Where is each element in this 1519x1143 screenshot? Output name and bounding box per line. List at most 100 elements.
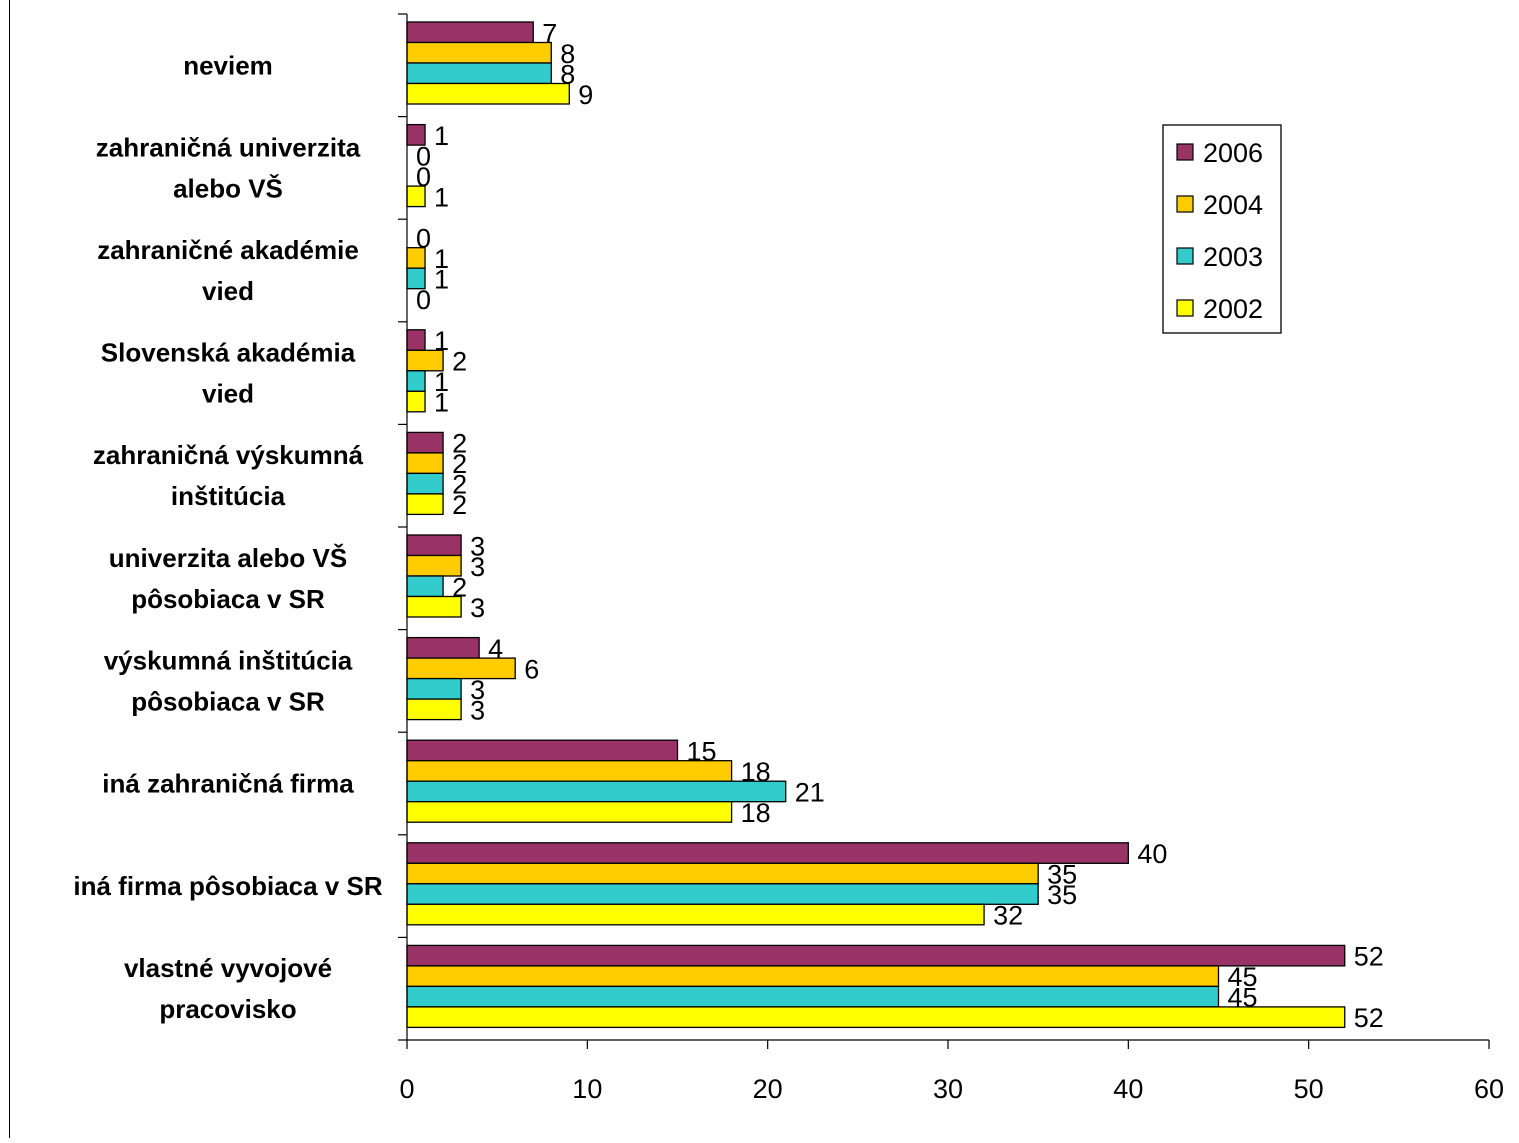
category-label: Slovenská akadémia <box>101 338 356 368</box>
category-label: univerzita alebo VŠ <box>109 543 347 573</box>
data-label: 7 <box>542 18 557 48</box>
data-label: 3 <box>470 675 485 705</box>
data-label: 18 <box>741 798 771 828</box>
category-label: výskumná inštitúcia <box>104 645 353 675</box>
data-label: 21 <box>795 777 825 807</box>
bar-2003 <box>406 883 1039 905</box>
x-tick-label: 50 <box>1294 1074 1324 1104</box>
data-label: 3 <box>470 593 485 623</box>
legend-swatch-2004 <box>1176 195 1194 213</box>
category-label: pôsobiaca v SR <box>131 686 325 716</box>
data-label: 2 <box>452 429 467 459</box>
legend-swatch-2002 <box>1176 299 1194 317</box>
legend-swatch-2006 <box>1176 143 1194 161</box>
bar-2002 <box>406 1006 1346 1029</box>
category-label: neviem <box>183 50 273 80</box>
category-label: iná zahraničná firma <box>102 769 354 799</box>
bar-2002 <box>406 903 985 926</box>
data-label: 18 <box>741 757 771 787</box>
bar-2002 <box>406 698 462 721</box>
data-label: 2 <box>452 347 467 377</box>
category-label: vied <box>202 276 254 306</box>
bar-2002 <box>406 801 733 823</box>
category-label: vied <box>202 379 254 409</box>
bar-2004 <box>406 862 1039 885</box>
category-label: pracovisko <box>159 994 296 1024</box>
x-tick-label: 60 <box>1474 1074 1504 1104</box>
data-label: 35 <box>1047 860 1077 890</box>
legend-label-2003: 2003 <box>1203 242 1263 272</box>
legend-label-2004: 2004 <box>1203 190 1263 220</box>
data-label: 0 <box>416 141 431 171</box>
data-label: 1 <box>434 326 449 356</box>
data-label: 1 <box>434 244 449 274</box>
category-labels: neviem zahraničná univerzita alebo VŠ zahra… <box>73 50 382 1024</box>
x-tick-label: 40 <box>1113 1074 1143 1104</box>
page-left-border <box>9 0 10 1138</box>
bar-2003 <box>406 575 444 598</box>
data-label: 2 <box>452 572 467 602</box>
data-label: 3 <box>470 552 485 582</box>
bar-2004 <box>406 965 1220 988</box>
bar-2006 <box>406 944 1346 967</box>
legend-label-2002: 2002 <box>1203 294 1263 324</box>
bar-2004 <box>406 760 733 782</box>
data-label: 45 <box>1228 962 1258 992</box>
data-label: 0 <box>416 223 431 253</box>
bar-2006 <box>406 21 534 44</box>
bar-2003 <box>406 472 444 495</box>
legend: 2006 2004 2003 2002 <box>1162 124 1282 334</box>
data-label: 6 <box>524 654 539 684</box>
data-label: 1 <box>434 182 449 212</box>
bar-2006 <box>406 431 444 454</box>
category-label: vlastné vyvojové <box>124 953 332 983</box>
bar-2006 <box>406 534 462 557</box>
data-label: 52 <box>1354 1003 1384 1033</box>
bar-2004 <box>406 452 444 475</box>
bar-2003 <box>406 677 462 700</box>
data-label: 3 <box>470 695 485 725</box>
bar-2002 <box>406 390 426 413</box>
bar-2004 <box>406 41 552 64</box>
data-label: 8 <box>560 59 575 89</box>
data-label: 2 <box>452 490 467 520</box>
data-label: 8 <box>560 39 575 69</box>
data-label: 32 <box>993 901 1023 931</box>
x-tick-label: 20 <box>753 1074 783 1104</box>
legend-label-2006: 2006 <box>1203 138 1263 168</box>
bar-2003 <box>406 62 552 85</box>
data-label: 2 <box>452 449 467 479</box>
data-label: 1 <box>434 388 449 418</box>
bar-2002 <box>406 82 570 105</box>
bar-2006 <box>406 329 426 351</box>
category-label: zahraničné akadémie <box>97 235 359 265</box>
bar-2006 <box>406 739 679 762</box>
x-tick-label: 30 <box>933 1074 963 1104</box>
category-label: pôsobiaca v SR <box>131 584 325 614</box>
bar-2003 <box>406 985 1220 1008</box>
bar-2006 <box>406 842 1129 864</box>
data-label: 45 <box>1228 983 1258 1013</box>
x-tick-label: 10 <box>572 1074 602 1104</box>
bar-2006 <box>406 636 480 659</box>
bar-2002 <box>406 493 444 516</box>
data-label: 4 <box>488 634 503 664</box>
bar-2003 <box>406 370 426 392</box>
data-label: 1 <box>434 121 449 151</box>
data-label: 1 <box>434 264 449 294</box>
data-label: 0 <box>416 285 431 315</box>
category-label: inštitúcia <box>171 481 286 511</box>
category-label: alebo VŠ <box>173 173 283 203</box>
data-label: 1 <box>434 367 449 397</box>
data-label: 40 <box>1137 839 1167 869</box>
bar-2003 <box>406 780 787 803</box>
legend-swatch-2003 <box>1176 247 1194 265</box>
axes-layer: 0 10 20 30 40 50 60 <box>398 13 1504 1104</box>
data-label: 35 <box>1047 880 1077 910</box>
data-labels-layer: 7101234154052801223618354580112232135459… <box>416 18 1384 1033</box>
category-label: zahraničná výskumná <box>93 440 364 470</box>
data-label: 3 <box>470 531 485 561</box>
data-label: 2 <box>452 470 467 500</box>
